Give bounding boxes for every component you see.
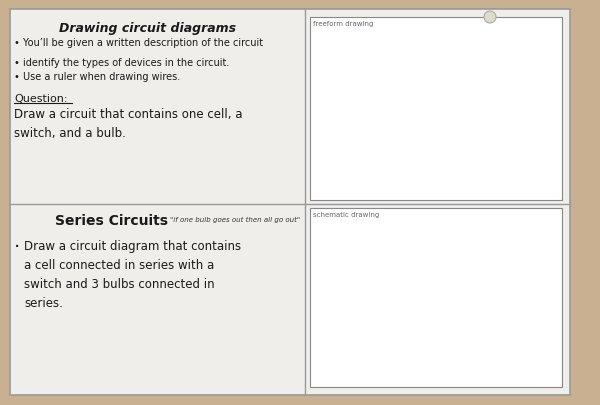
FancyBboxPatch shape [310,18,562,200]
Text: freeform drawing: freeform drawing [313,21,373,27]
Text: "if one bulb goes out then all go out": "if one bulb goes out then all go out" [170,216,300,223]
Text: Series Circuits: Series Circuits [55,213,168,228]
Circle shape [484,12,496,24]
Text: schematic drawing: schematic drawing [313,211,379,217]
Text: ·: · [14,237,20,256]
Text: Question:: Question: [14,94,68,104]
Text: Draw a circuit diagram that contains
a cell connected in series with a
switch an: Draw a circuit diagram that contains a c… [24,239,241,309]
Text: • You’ll be given a written description of the circuit: • You’ll be given a written description … [14,38,263,48]
Text: • Use a ruler when drawing wires.: • Use a ruler when drawing wires. [14,72,180,82]
FancyBboxPatch shape [310,209,562,387]
Text: • identify the types of devices in the circuit.: • identify the types of devices in the c… [14,58,229,68]
Text: Drawing circuit diagrams: Drawing circuit diagrams [59,22,236,35]
FancyBboxPatch shape [10,10,570,395]
Text: Draw a circuit that contains one cell, a
switch, and a bulb.: Draw a circuit that contains one cell, a… [14,108,242,140]
